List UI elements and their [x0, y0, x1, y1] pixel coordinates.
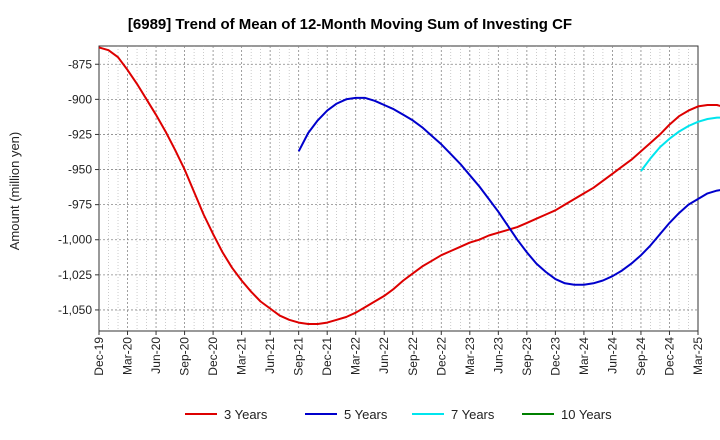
y-tick-label-6: -1,025: [58, 268, 92, 282]
x-tick-label-16: Dec-23: [548, 337, 562, 376]
series-lines: [98, 46, 720, 325]
y-tick-label-2: -925: [68, 127, 92, 141]
y-tick-label-4: -975: [68, 198, 92, 212]
x-tick-label-10: Jun-22: [377, 337, 391, 374]
x-tick-label-15: Sep-23: [520, 337, 534, 376]
x-tick-label-11: Sep-22: [406, 337, 420, 376]
series-line-7-years: [640, 116, 720, 172]
y-tick-label-7: -1,050: [58, 303, 92, 317]
x-tick-label-0: Dec-19: [92, 337, 106, 376]
y-axis-ticks: -875 -900 -925 -950 -975 -1,000 -1,025 -1,050: [58, 57, 99, 317]
x-tick-label-7: Sep-21: [292, 337, 306, 376]
x-tick-label-2: Jun-20: [149, 337, 163, 374]
x-tick-label-4: Dec-20: [206, 337, 220, 376]
series-line-5-years: [297, 96, 720, 286]
x-tick-label-13: Mar-23: [463, 337, 477, 375]
legend-label-1: 5 Years: [344, 407, 388, 422]
x-tick-label-21: Mar-25: [691, 337, 705, 375]
x-tick-label-6: Jun-21: [263, 337, 277, 374]
legend-label-0: 3 Years: [224, 407, 268, 422]
x-tick-label-1: Mar-20: [121, 337, 135, 375]
x-tick-label-8: Dec-21: [320, 337, 334, 376]
y-tick-label-1: -900: [68, 92, 92, 106]
x-tick-label-9: Mar-22: [349, 337, 363, 375]
y-tick-label-5: -1,000: [58, 233, 92, 247]
x-tick-label-17: Mar-24: [577, 337, 591, 375]
x-axis-ticks: Dec-19 Mar-20 Jun-20 Sep-20 Dec-20 Mar-21 Jun-…: [92, 331, 705, 376]
series-line-3-years: [98, 46, 720, 325]
x-tick-label-19: Sep-24: [634, 337, 648, 376]
plot-area: [98, 45, 720, 332]
plot-background: [98, 45, 699, 332]
legend-label-3: 10 Years: [561, 407, 612, 422]
x-tick-label-3: Sep-20: [178, 337, 192, 376]
chart-title: [6989] Trend of Mean of 12-Month Moving …: [128, 16, 572, 33]
legend: 3 Years 5 Years 7 Years 10 Years: [185, 407, 612, 422]
y-axis-label: Amount (million yen): [7, 132, 22, 251]
x-tick-label-20: Dec-24: [662, 337, 676, 376]
legend-label-2: 7 Years: [451, 407, 495, 422]
x-tick-label-5: Mar-21: [235, 337, 249, 375]
x-tick-label-14: Jun-23: [491, 337, 505, 374]
y-tick-label-3: -950: [68, 163, 92, 177]
x-tick-label-12: Dec-22: [434, 337, 448, 376]
y-tick-label-0: -875: [68, 57, 92, 71]
x-tick-label-18: Jun-24: [605, 337, 619, 374]
